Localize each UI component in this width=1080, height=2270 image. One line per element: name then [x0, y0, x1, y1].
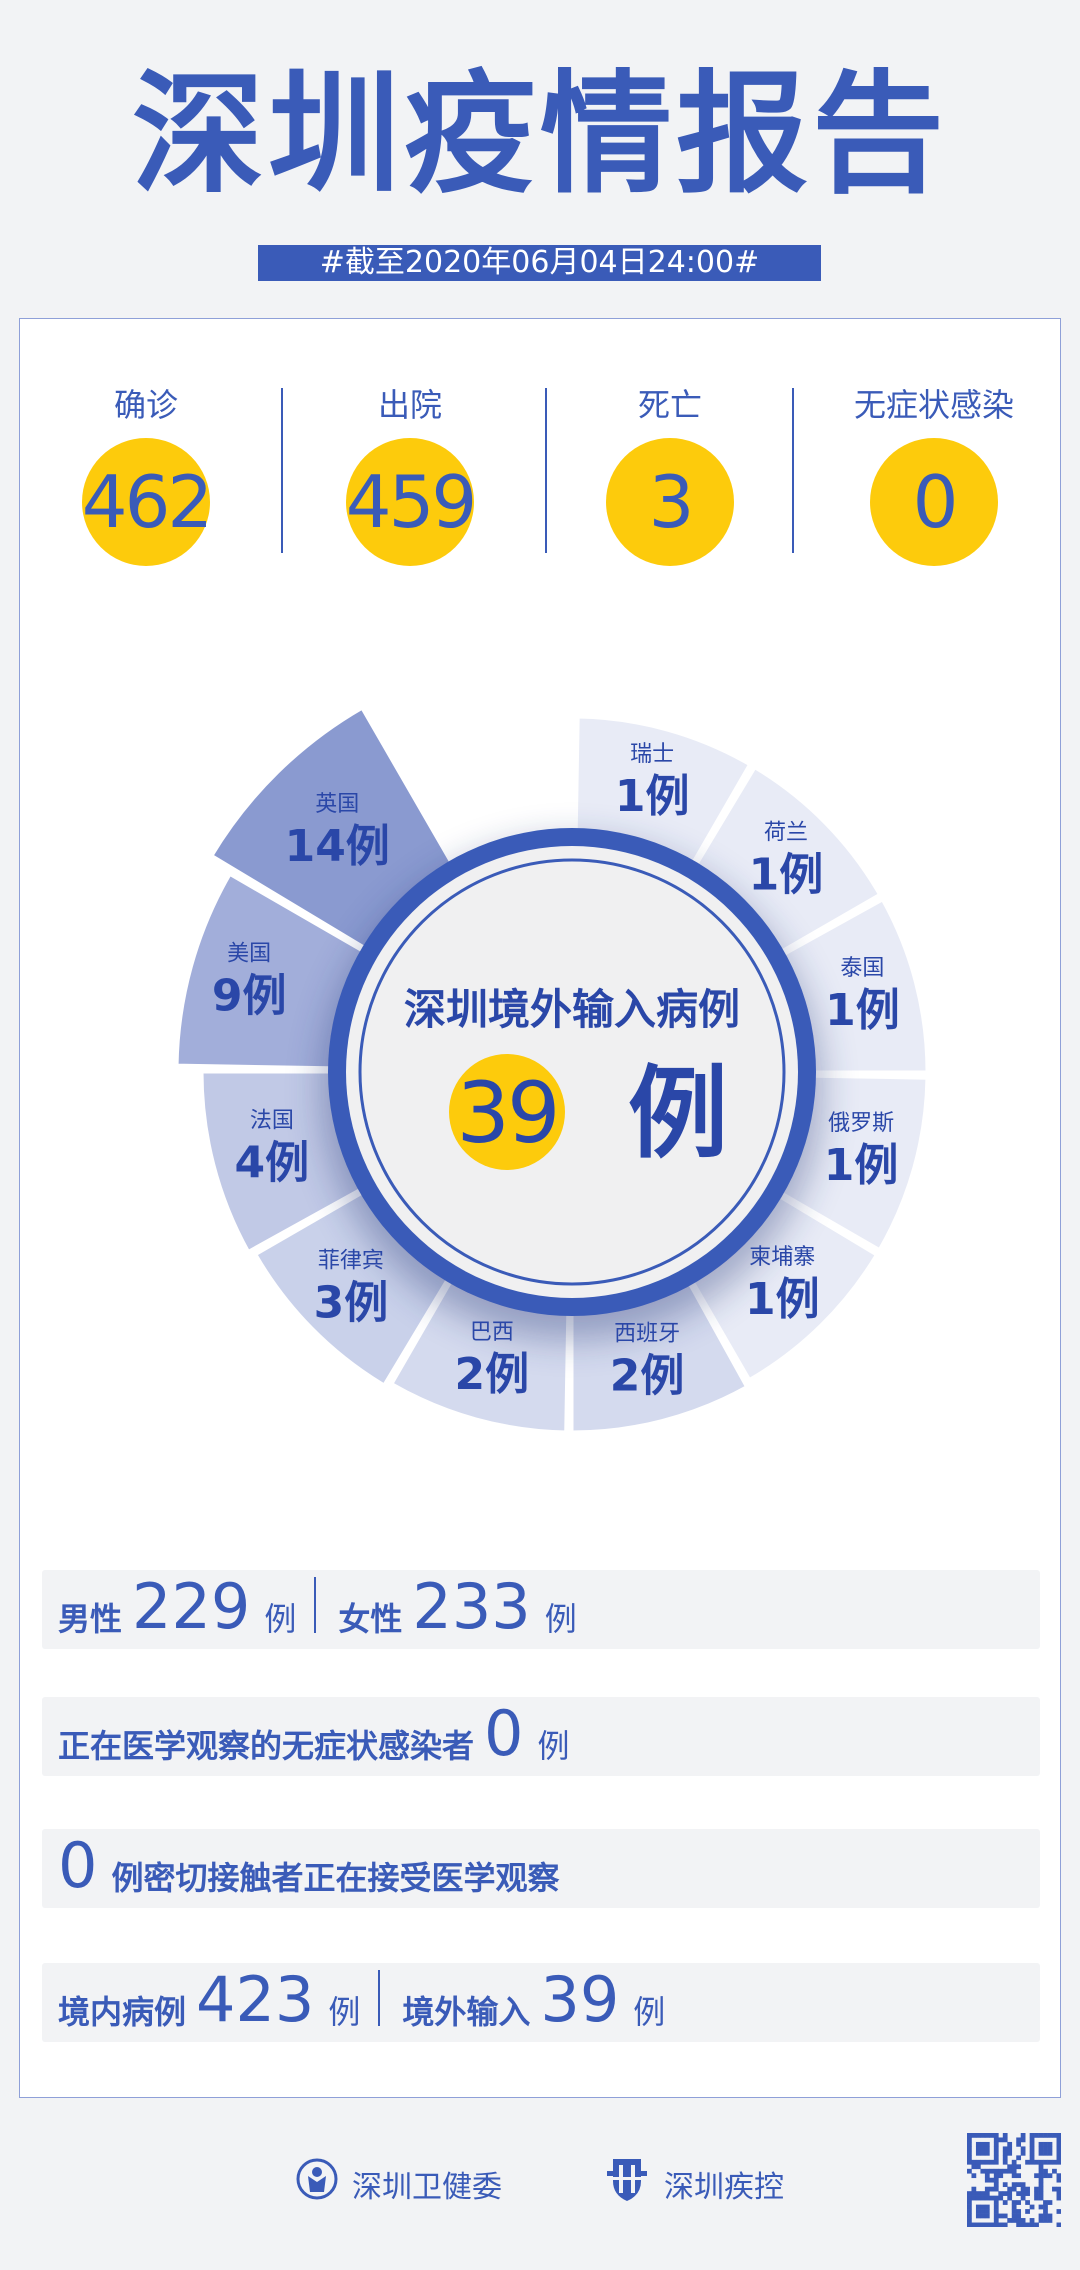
center-unit: 例 [628, 1055, 728, 1172]
wedge-label-country: 荷兰 [764, 821, 808, 846]
unit: 例 [264, 1600, 297, 1638]
unit: 例 [633, 1993, 666, 2031]
unit: 例 [537, 1727, 570, 1765]
female-value: 233 [412, 1570, 531, 1643]
wedge-label-value: 1例 [749, 850, 824, 901]
page-title: 深圳疫情报告 [132, 58, 948, 212]
divider [378, 1969, 381, 2026]
asymptomatic-value: 0 [484, 1697, 524, 1770]
wedge-label-value: 3例 [314, 1277, 389, 1328]
wedge-label-country: 瑞士 [630, 742, 674, 767]
wedge-label-value: 2例 [455, 1349, 530, 1400]
origin-row: 境内病例 423 例 境外输入 39 例 [42, 1963, 1040, 2042]
wedge-label-value: 1例 [825, 985, 900, 1036]
stat-label-discharged: 出院 [377, 386, 442, 424]
asymptomatic-row: 正在医学观察的无症状感染者 0 例 [42, 1697, 1040, 1776]
male-value: 229 [132, 1570, 251, 1643]
wedge-label-value: 2例 [610, 1350, 685, 1401]
divider [792, 388, 794, 553]
wedge-label-country: 菲律宾 [318, 1248, 384, 1273]
org-name-cdc: 深圳疾控 [664, 2170, 784, 2205]
divider [545, 388, 547, 553]
stat-label-deaths: 死亡 [637, 386, 702, 424]
center-value: 39 [457, 1064, 558, 1162]
gender-row: 男性 229 例 女性 233 例 [42, 1570, 1040, 1649]
wedge-label-country: 美国 [227, 941, 271, 966]
wedge-label-country: 巴西 [470, 1320, 514, 1345]
wedge-label-country: 法国 [250, 1109, 294, 1134]
wedge-label-country: 西班牙 [614, 1321, 680, 1346]
wedge-label-value: 9例 [212, 970, 287, 1021]
center-disc [346, 846, 798, 1298]
contacts-label: 例密切接触者正在接受医学观察 [111, 1859, 560, 1897]
female-label: 女性 [338, 1600, 403, 1638]
stat-label-asymptomatic: 无症状感染 [853, 386, 1014, 424]
center-inner-ring [358, 858, 786, 1286]
unit: 例 [328, 1993, 361, 2031]
divider [314, 1576, 317, 1633]
stat-value-confirmed: 462 [82, 438, 213, 566]
cdc-logo-icon [607, 2159, 647, 2201]
stat-label-confirmed: 确诊 [113, 386, 178, 424]
wedge-label-value: 1例 [745, 1274, 820, 1325]
local-value: 423 [196, 1963, 315, 2036]
org-name-health-commission: 深圳卫健委 [352, 2170, 502, 2205]
wedge-label-value: 1例 [824, 1140, 899, 1191]
wedge-label-value: 1例 [615, 771, 690, 822]
divider [281, 388, 283, 553]
wedge-label-country: 泰国 [840, 956, 884, 981]
stat-value-discharged: 459 [346, 438, 477, 566]
contacts-row: 0 例密切接触者正在接受医学观察 [42, 1829, 1040, 1908]
wedge-label-country: 俄罗斯 [828, 1111, 894, 1136]
imported-label: 境外输入 [402, 1993, 531, 2031]
imported-value: 39 [540, 1963, 620, 2036]
male-label: 男性 [58, 1600, 123, 1638]
local-label: 境内病例 [58, 1993, 187, 2031]
contacts-value: 0 [58, 1829, 98, 1902]
date-banner: #截至2020年06月04日24:00# [258, 245, 821, 281]
wedge-label-value: 4例 [235, 1138, 310, 1189]
unit: 例 [544, 1600, 577, 1638]
qr-code-icon[interactable] [967, 2133, 1061, 2227]
wedge-label-country: 柬埔寨 [749, 1245, 815, 1270]
health-commission-logo-icon [296, 2158, 338, 2200]
wedge-label-value: 14例 [285, 821, 390, 872]
center-title: 深圳境外输入病例 [404, 985, 740, 1034]
stat-value-asymptomatic: 0 [870, 438, 998, 566]
stat-value-deaths: 3 [606, 438, 734, 566]
asymptomatic-label: 正在医学观察的无症状感染者 [58, 1727, 475, 1765]
center-value-circle [449, 1054, 565, 1170]
wedge-label-country: 英国 [315, 792, 359, 817]
